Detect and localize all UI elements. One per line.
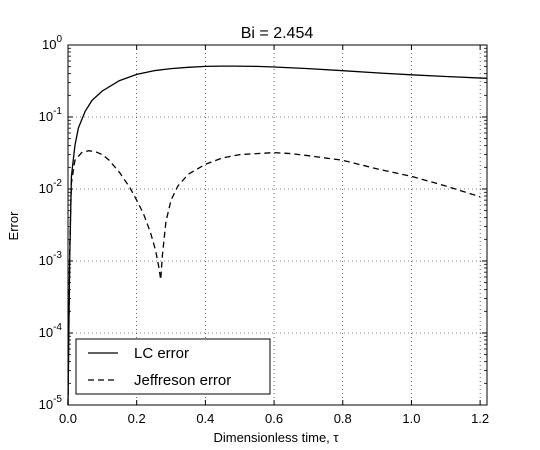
- x-tick-label: 1.0: [402, 411, 420, 426]
- lc-error-line: [67, 65, 488, 406]
- x-tick-label: 0.8: [334, 411, 352, 426]
- y-tick-label: 10-5: [39, 394, 63, 412]
- x-tick-label: 0.0: [59, 411, 77, 426]
- jeffreson-error-line: [67, 150, 481, 406]
- x-axis-label: Dimensionless time, τ: [213, 430, 339, 445]
- x-tick-label: 0.2: [128, 411, 146, 426]
- x-tick-label: 1.2: [471, 411, 489, 426]
- chart-title: Bi = 2.454: [241, 25, 314, 42]
- legend: LC error Jeffreson error: [75, 338, 271, 395]
- legend-label-jeffreson: Jeffreson error: [134, 372, 231, 389]
- legend-label-lc: LC error: [134, 345, 189, 362]
- plot-frame: [67, 44, 488, 406]
- x-tick-label: 0.6: [265, 411, 283, 426]
- y-tick-label: 100: [42, 34, 62, 52]
- x-tick-label: 0.4: [196, 411, 214, 426]
- y-tick-label: 10-1: [39, 106, 63, 124]
- y-tick-label: 10-4: [39, 322, 63, 340]
- y-tick-label: 10-3: [39, 250, 63, 268]
- y-axis-label: Error: [6, 211, 21, 241]
- ticks: 0.0 0.2 0.4 0.6 0.8 1.0 1.2 10-5 10-4 10-3 10-2 10-…: [39, 34, 490, 426]
- series-layer: [67, 65, 488, 406]
- legend-frame: [75, 338, 271, 395]
- y-tick-label: 10-2: [39, 178, 63, 196]
